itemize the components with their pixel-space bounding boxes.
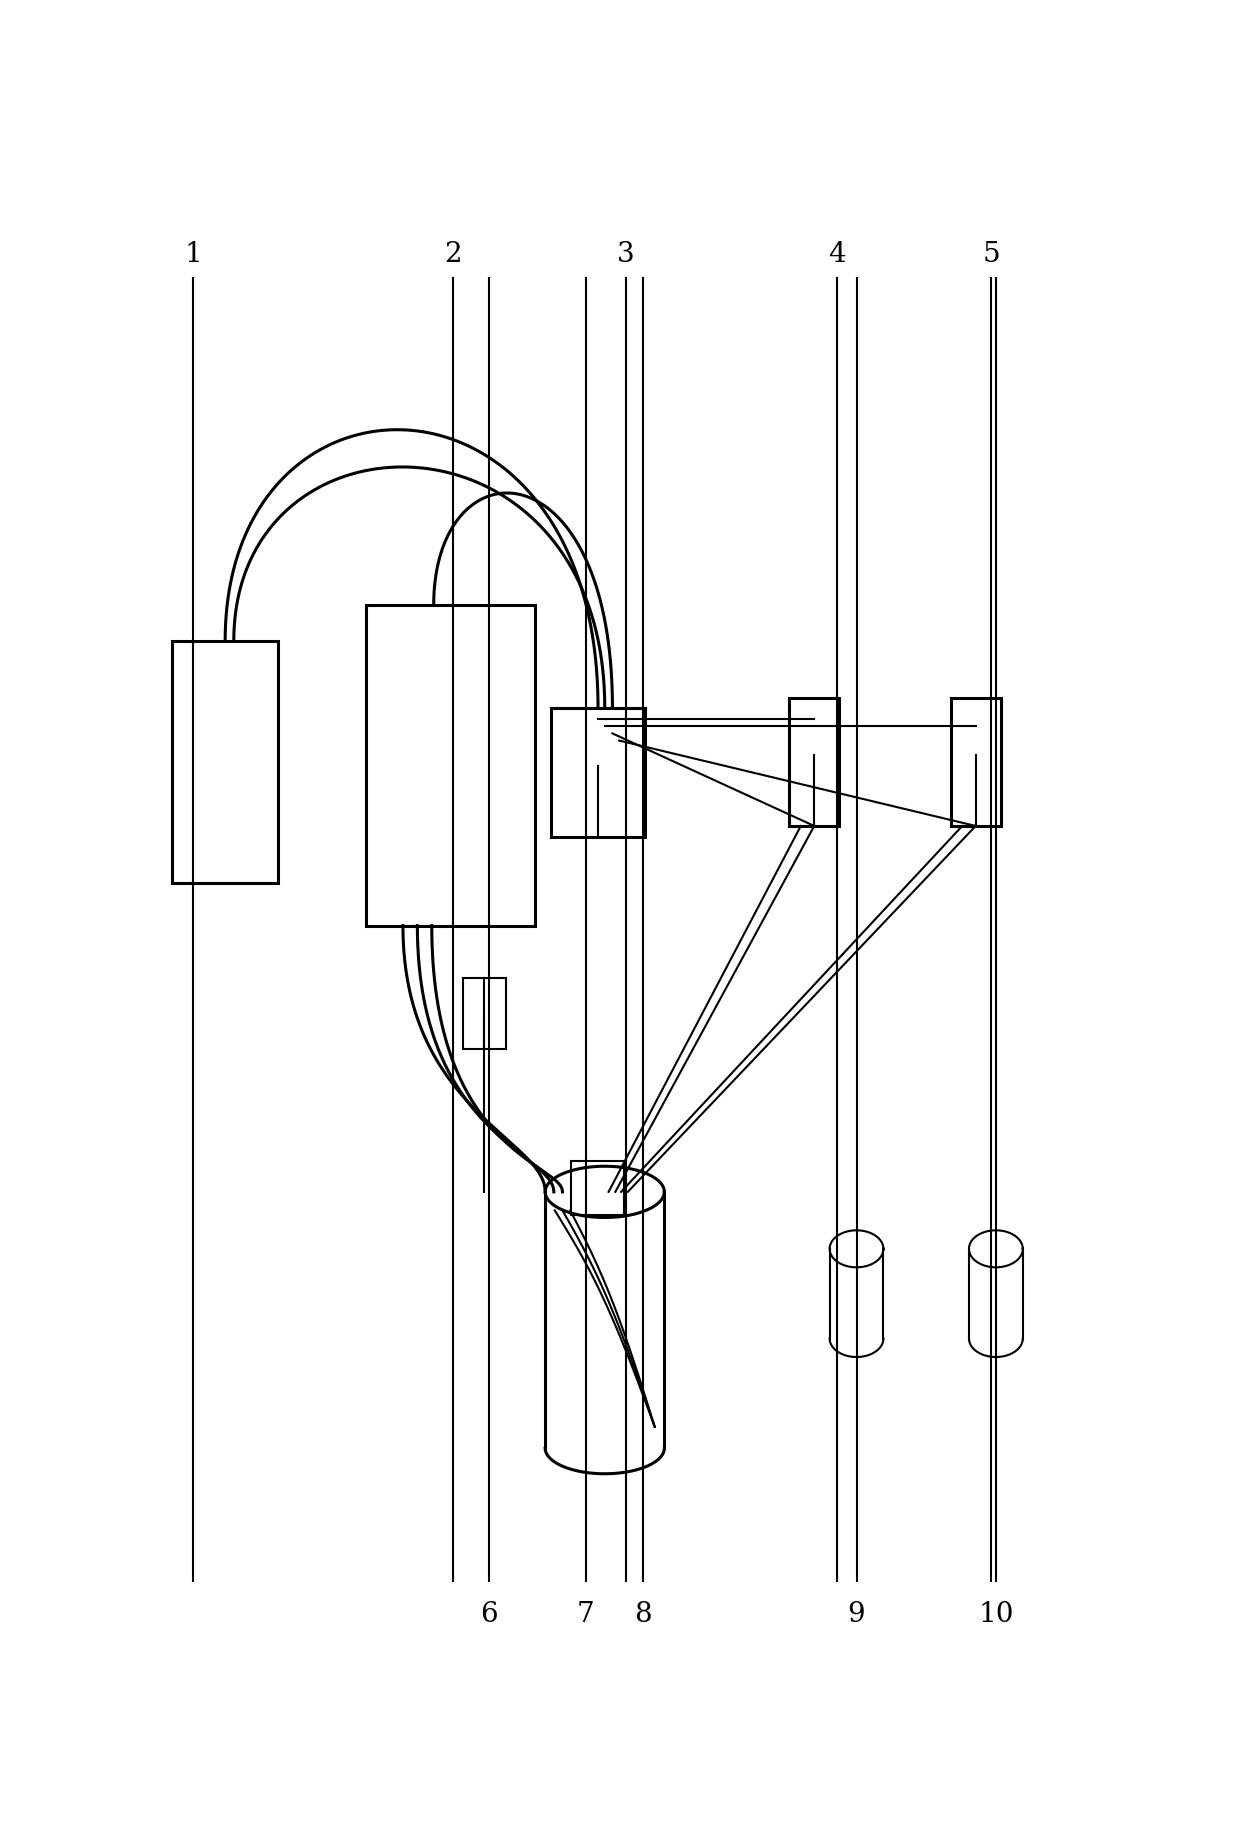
Bar: [551, 708, 645, 837]
Bar: [951, 699, 1001, 826]
Bar: [789, 699, 839, 826]
Bar: [572, 1161, 624, 1214]
Text: 3: 3: [618, 240, 635, 268]
Text: 10: 10: [978, 1600, 1013, 1626]
Text: 1: 1: [185, 240, 202, 268]
Text: 5: 5: [982, 240, 999, 268]
Text: 8: 8: [635, 1600, 652, 1626]
Bar: [463, 979, 506, 1050]
Text: 9: 9: [848, 1600, 866, 1626]
Text: 6: 6: [481, 1600, 498, 1626]
Text: 2: 2: [444, 240, 461, 268]
Text: 7: 7: [577, 1600, 594, 1626]
Bar: [367, 606, 534, 926]
Text: 4: 4: [828, 240, 846, 268]
Bar: [172, 641, 278, 883]
